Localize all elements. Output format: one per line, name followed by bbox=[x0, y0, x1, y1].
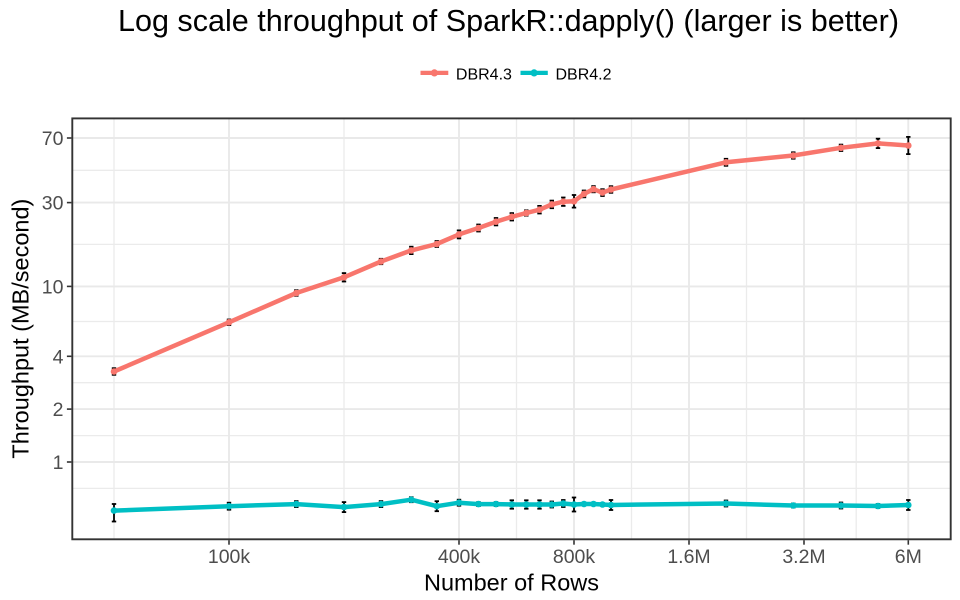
svg-text:70: 70 bbox=[42, 128, 64, 150]
svg-text:30: 30 bbox=[42, 193, 64, 215]
svg-text:DBR4.3: DBR4.3 bbox=[456, 66, 512, 83]
svg-text:6M: 6M bbox=[895, 546, 922, 568]
svg-text:100k: 100k bbox=[208, 546, 251, 568]
svg-text:1: 1 bbox=[53, 452, 64, 474]
svg-text:Number of Rows: Number of Rows bbox=[424, 570, 599, 596]
svg-text:DBR4.2: DBR4.2 bbox=[556, 66, 612, 83]
svg-text:Log scale throughput of SparkR: Log scale throughput of SparkR::dapply()… bbox=[118, 4, 899, 38]
svg-text:10: 10 bbox=[42, 276, 64, 298]
svg-text:400k: 400k bbox=[438, 546, 481, 568]
svg-text:Throughput (MB/second): Throughput (MB/second) bbox=[8, 199, 34, 459]
svg-text:800k: 800k bbox=[553, 546, 596, 568]
svg-text:1.6M: 1.6M bbox=[667, 546, 710, 568]
svg-text:2: 2 bbox=[53, 399, 64, 421]
svg-text:4: 4 bbox=[53, 346, 64, 368]
svg-text:3.2M: 3.2M bbox=[782, 546, 825, 568]
